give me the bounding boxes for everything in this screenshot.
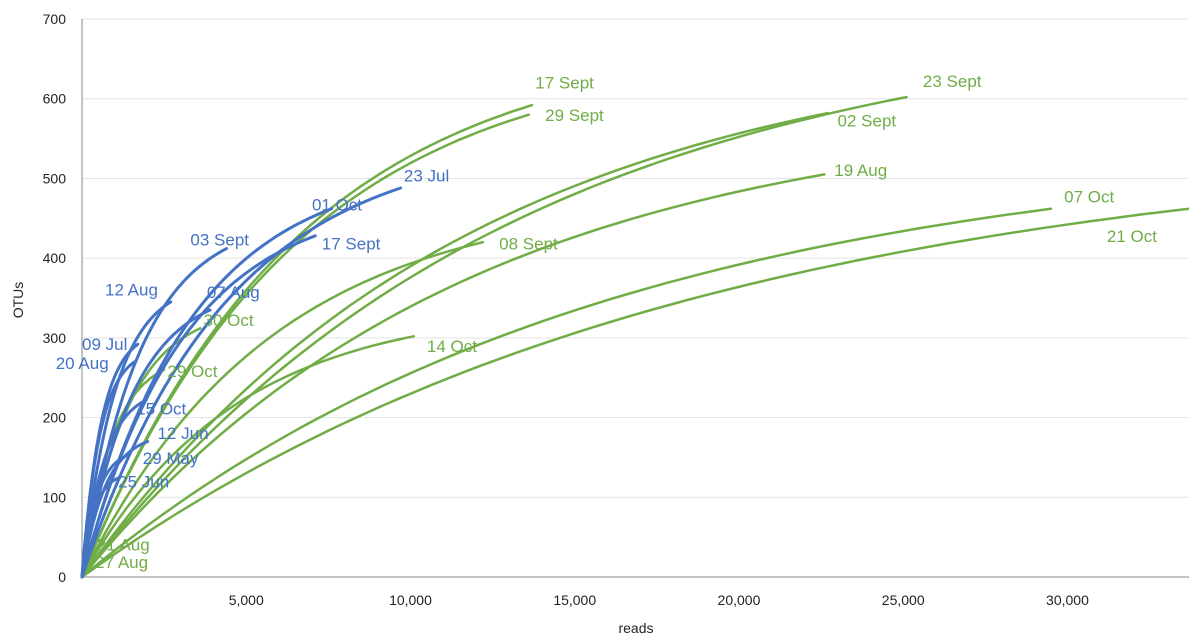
series-line-29-sept-green [80, 113, 530, 579]
series-label-29-may-blue: 29 May [143, 449, 199, 468]
series-line-14-oct-green [80, 335, 416, 579]
series-label-25-jun-blue: 25 Jun [118, 473, 169, 492]
y-tick-label-300: 300 [43, 330, 67, 346]
series-label-12-aug-blue: 12 Aug [105, 281, 158, 300]
series-label-20-aug-blue: 20 Aug [56, 354, 109, 373]
series-line-20-aug-blue [80, 360, 137, 579]
series-label-30-oct-green: 30 Oct [204, 311, 254, 330]
series-labels: 17 Sept 29 Sept 23 Sept 02 Sept 19 Aug 07 Oct… [56, 72, 1158, 572]
series-label-23-jul-blue: 23 Jul [404, 167, 449, 186]
series-label-19-aug-green: 19 Aug [834, 161, 887, 180]
series-lines [80, 95, 1189, 579]
x-tick-label-10000: 10,000 [389, 592, 432, 608]
x-axis-title: reads [618, 620, 653, 636]
y-tick-label-200: 200 [43, 410, 67, 426]
series-label-21-aug-green: 21 Aug [97, 536, 150, 555]
series-line-23-sept-green [80, 95, 908, 579]
series-label-09-jul-blue: 09 Jul [82, 335, 127, 354]
y-tick-label-0: 0 [58, 569, 66, 585]
series-label-12-jun-blue: 12 Jun [158, 424, 209, 443]
series-label-17-sept-green: 17 Sept [535, 73, 594, 92]
series-line-07-oct-green [80, 207, 1053, 579]
series-label-02-sept-green: 02 Sept [838, 112, 897, 131]
series-label-07-oct-green: 07 Oct [1064, 187, 1114, 206]
series-label-29-sept-green: 29 Sept [545, 106, 604, 125]
series-label-03-sept-blue: 03 Sept [190, 230, 249, 249]
x-tick-label-30000: 30,000 [1046, 592, 1089, 608]
series-label-21-oct-green: 21 Oct [1107, 227, 1157, 246]
series-label-14-oct-green: 14 Oct [427, 337, 477, 356]
series-label-27-aug-green: 27 Aug [95, 553, 148, 572]
x-tick-label-15000: 15,000 [553, 592, 596, 608]
series-line-17-sept-blue [80, 234, 317, 579]
series-line-23-jul-blue [80, 186, 403, 579]
series-label-23-sept-green: 23 Sept [923, 72, 982, 91]
tick-labels: 0 100 200 300 400 500 600 700 5,000 10,000 15,000 2… [43, 11, 1089, 608]
series-line-25-jun-blue [80, 475, 122, 579]
y-tick-label-600: 600 [43, 91, 67, 107]
y-tick-label-100: 100 [43, 489, 67, 505]
series-line-08-sept-green [80, 240, 485, 579]
axes [81, 19, 1189, 578]
y-axis-title: OTUs [10, 282, 26, 319]
series-label-15-oct-blue: 15 Oct [136, 399, 186, 418]
series-line-21-oct-green [80, 207, 1189, 579]
series-label-29-oct-green: 29 Oct [167, 362, 217, 381]
series-label-17-sept-blue: 17 Sept [322, 234, 381, 253]
series-label-07-aug-blue: 07 Aug [207, 283, 260, 302]
y-tick-label-700: 700 [43, 11, 67, 27]
series-label-08-sept-green: 08 Sept [499, 234, 558, 253]
x-tick-label-25000: 25,000 [882, 592, 925, 608]
series-line-19-aug-green [80, 173, 826, 579]
series-label-01-oct-blue: 01 Oct [312, 195, 362, 214]
y-tick-label-500: 500 [43, 170, 67, 186]
series-line-02-sept-green [80, 111, 829, 579]
y-tick-label-400: 400 [43, 250, 67, 266]
x-tick-label-5000: 5,000 [229, 592, 264, 608]
x-tick-label-20000: 20,000 [718, 592, 761, 608]
